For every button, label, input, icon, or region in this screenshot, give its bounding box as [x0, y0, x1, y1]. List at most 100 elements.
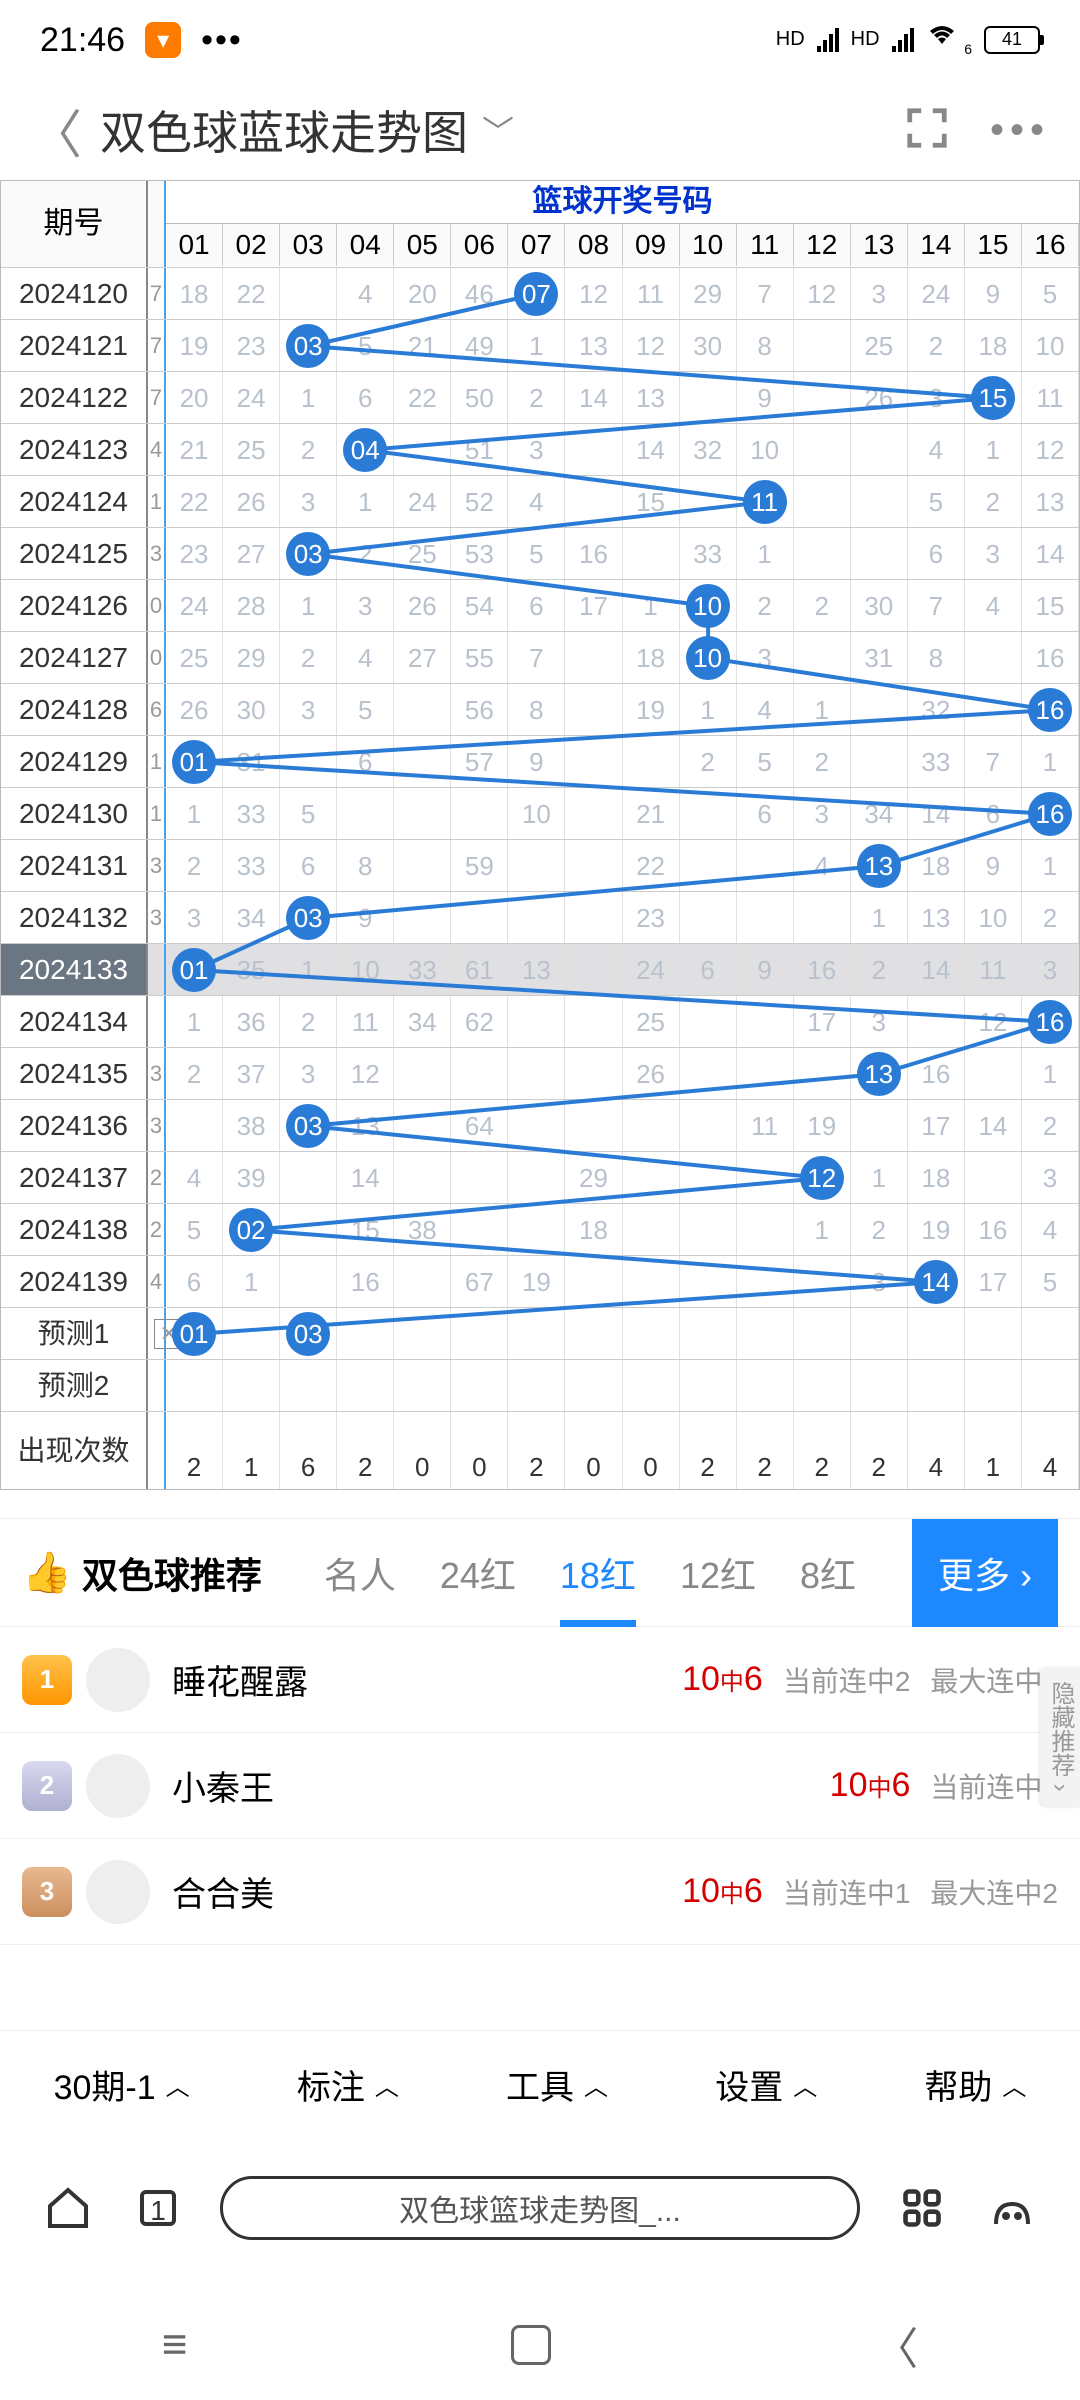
trend-cell [166, 1100, 223, 1151]
url-bar[interactable]: 双色球篮球走势图_... [220, 2176, 860, 2240]
col-header: 16 [1022, 224, 1079, 266]
reco-row[interactable]: 2 小秦王 10中6 当前连中2 [0, 1733, 1080, 1839]
trend-cell: 26 [851, 372, 908, 423]
count-cell: 2 [737, 1412, 794, 1489]
trend-cell: 35 [223, 944, 280, 995]
hit-ball: 12 [800, 1156, 844, 1200]
nav-home-icon[interactable] [511, 2325, 551, 2365]
trend-cell [908, 1360, 965, 1411]
chevron-up-icon: ︿ [375, 2067, 399, 2102]
trend-row[interactable]: 2024136 3 38031364111917142 [1, 1099, 1079, 1151]
trend-row[interactable]: 2024122 7 20241622502141392631511 [1, 371, 1079, 423]
reco-tab[interactable]: 18红 [560, 1519, 636, 1627]
tabs-icon[interactable]: 1 [130, 2180, 186, 2236]
back-button[interactable]: 〈 [30, 93, 82, 168]
reco-tab[interactable]: 8红 [800, 1519, 856, 1627]
reco-row[interactable]: 1 睡花醒露 10中6 当前连中2 最大连中3 [0, 1627, 1080, 1733]
trend-row[interactable]: 2024132 3 33403923113102 [1, 891, 1079, 943]
reco-tabs: 👍 双色球推荐 名人24红18红12红8红 更多 › [0, 1519, 1080, 1627]
reco-tab[interactable]: 12红 [680, 1519, 756, 1627]
col-header: 07 [508, 224, 565, 266]
trend-cell [851, 684, 908, 735]
trend-row[interactable]: 2024130 1 13351021633414616 [1, 787, 1079, 839]
trend-cell: 34 [223, 892, 280, 943]
trend-cell: 3 [280, 1048, 337, 1099]
trend-row[interactable]: 2024137 2 4391429121183 [1, 1151, 1079, 1203]
trend-cell: 3 [851, 1256, 908, 1307]
trend-cell [394, 1360, 451, 1411]
col-header: 03 [280, 224, 337, 266]
trend-row[interactable]: 2024135 3 2373122613161 [1, 1047, 1079, 1099]
trend-cell: 3 [1022, 1152, 1079, 1203]
trend-cell: 23 [223, 320, 280, 371]
reco-tab[interactable]: 24红 [440, 1519, 516, 1627]
trend-row[interactable]: 2024139 4 61166719314175 [1, 1255, 1079, 1307]
period-cell: 2024139 [1, 1256, 148, 1307]
trend-row[interactable]: 2024127 0 252924275571810331816 [1, 631, 1079, 683]
expand-icon[interactable] [904, 105, 950, 156]
trend-row[interactable]: 2024126 0 242813265461711022307415 [1, 579, 1079, 631]
trend-cell [680, 1204, 737, 1255]
trend-cell: 1 [1022, 736, 1079, 787]
tool-item[interactable]: 工具︿ [506, 2060, 608, 2109]
period-header: 期号 [1, 181, 148, 267]
trend-cell: 25 [166, 632, 223, 683]
trend-cell [680, 1152, 737, 1203]
trend-row[interactable]: 2024133 0135110336113246916214113 [1, 943, 1079, 995]
tool-item[interactable]: 标注︿ [297, 2060, 399, 2109]
more-menu-icon[interactable]: ••• [990, 108, 1050, 153]
trend-cell: 3 [851, 996, 908, 1047]
trend-cell [337, 1360, 394, 1411]
tool-item[interactable]: 帮助︿ [924, 2060, 1026, 2109]
trend-cell [280, 268, 337, 319]
trend-cell: 33 [223, 840, 280, 891]
trend-cell [680, 1048, 737, 1099]
trend-cell: 16 [337, 1256, 394, 1307]
prediction-row-1[interactable]: 预测1 ✕ 0103 [1, 1307, 1079, 1359]
trend-cell [451, 1048, 508, 1099]
home-icon[interactable] [40, 2180, 96, 2236]
trend-cell [508, 1360, 565, 1411]
reco-tab[interactable]: 名人 [324, 1519, 396, 1627]
trend-cell: 10 [965, 892, 1022, 943]
trend-cell: 18 [565, 1204, 622, 1255]
spacer-cell: 3 [148, 1100, 166, 1151]
pred-close-button[interactable]: ✕ [148, 1308, 166, 1359]
trend-row[interactable]: 2024120 7 1822420460712112971232495 [1, 267, 1079, 319]
hide-reco-button[interactable]: 隐藏推荐 › [1040, 1667, 1080, 1806]
trend-row[interactable]: 2024128 6 263035568191413216 [1, 683, 1079, 735]
trend-row[interactable]: 2024124 1 2226312452415115213 [1, 475, 1079, 527]
trend-cell: 38 [223, 1100, 280, 1151]
hit-ball: 10 [686, 584, 730, 628]
trend-cell: 14 [623, 424, 680, 475]
trend-row[interactable]: 2024131 3 2336859224131891 [1, 839, 1079, 891]
trend-cell [851, 528, 908, 579]
trend-row[interactable]: 2024138 2 5021538181219164 [1, 1203, 1079, 1255]
trend-cell: 1 [851, 1152, 908, 1203]
profile-icon[interactable] [984, 2180, 1040, 2236]
trend-cell: 26 [623, 1048, 680, 1099]
reco-row[interactable]: 3 合合美 10中6 当前连中1 最大连中2 [0, 1839, 1080, 1945]
hit-ball: 03 [286, 324, 330, 368]
trend-row[interactable]: 2024129 1 013165792523371 [1, 735, 1079, 787]
title-dropdown-icon[interactable]: ﹀ [482, 107, 514, 153]
trend-row[interactable]: 2024123 4 21252045131432104112 [1, 423, 1079, 475]
prediction-row-2[interactable]: 预测2 [1, 1359, 1079, 1411]
more-button[interactable]: 更多 › [912, 1519, 1058, 1627]
tool-item[interactable]: 30期-1︿ [54, 2060, 190, 2109]
grid-menu-icon[interactable] [894, 2180, 950, 2236]
pred-ball: 03 [286, 1312, 330, 1356]
trend-row[interactable]: 2024134 1362113462251731216 [1, 995, 1079, 1047]
trend-cell: 1 [794, 684, 851, 735]
trend-row[interactable]: 2024125 3 232703225535163316314 [1, 527, 1079, 579]
trend-cell: 7 [508, 632, 565, 683]
trend-row[interactable]: 2024121 7 19230352149113123082521810 [1, 319, 1079, 371]
trend-table[interactable]: 期号 篮球开奖号码 010203040506070809101112131415… [0, 180, 1080, 1490]
nav-back-icon[interactable]: 〈 [874, 2313, 918, 2377]
trend-cell: 03 [280, 1308, 337, 1359]
nav-menu-icon[interactable]: ≡ [162, 2320, 188, 2370]
trend-cell: 2 [1022, 1100, 1079, 1151]
tool-item[interactable]: 设置︿ [715, 2060, 817, 2109]
trend-cell: 24 [166, 580, 223, 631]
trend-cell: 2 [166, 840, 223, 891]
